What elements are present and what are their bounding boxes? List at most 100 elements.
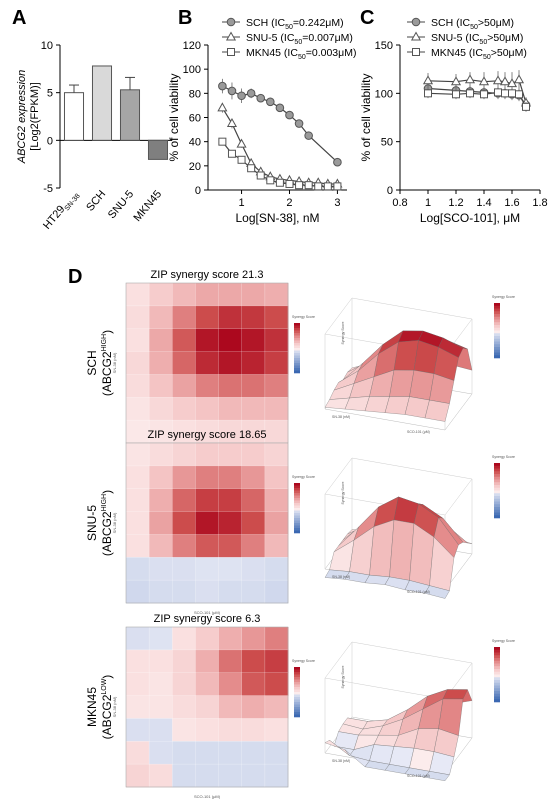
legend-label: SNU-5 (IC50>50μM) — [431, 32, 523, 46]
data-point — [285, 110, 294, 120]
data-point — [227, 149, 236, 158]
surface-facet — [424, 585, 450, 599]
panel-letter-a: A — [12, 7, 26, 29]
heatmap-cell — [241, 374, 266, 398]
heatmap-cell — [241, 420, 266, 444]
y-tick-label: 120 — [183, 40, 201, 52]
surface-colorbar-title: Synergy Score — [492, 295, 515, 299]
row-sublabel: (ABCG2LOW) — [100, 675, 114, 740]
colorbar-segment — [294, 323, 300, 326]
colorbar-segment — [294, 697, 300, 700]
heatmap-title: ZIP synergy score 21.3 — [151, 269, 264, 281]
heatmap-cell — [126, 557, 150, 581]
panel-letter-c: C — [360, 7, 374, 29]
heatmap-cell — [126, 305, 150, 330]
surface-colorbar-segment — [494, 649, 500, 653]
heatmap-cell — [195, 374, 220, 398]
colorbar-title: Synergy Score — [292, 659, 315, 663]
heatmap-cell — [149, 741, 173, 765]
heatmap-cell — [149, 443, 173, 467]
surface-colorbar-segment — [494, 316, 500, 320]
heatmap-cell — [218, 534, 243, 558]
surface-colorbar-segment — [494, 471, 500, 475]
y-tick-label: 20 — [189, 161, 201, 173]
colorbar-segment — [294, 370, 300, 374]
heatmap-cell — [218, 488, 243, 513]
data-point — [226, 118, 238, 128]
surface-colorbar-segment — [494, 311, 500, 315]
colorbar-segment — [294, 358, 300, 361]
colorbar-segment — [294, 485, 300, 489]
heatmap-cell — [264, 374, 289, 398]
data-point — [506, 78, 518, 88]
data-point — [304, 131, 313, 140]
surface-colorbar-segment — [494, 319, 500, 323]
colorbar-segment — [294, 714, 300, 718]
heatmap-cell — [126, 374, 150, 398]
colorbar-segment — [294, 338, 300, 341]
x-tick-label: 3 — [334, 197, 340, 209]
heatmap-cell — [149, 283, 173, 307]
colorbar-segment — [294, 689, 300, 693]
heatmap-cell — [149, 695, 173, 719]
surface-z-label: Synergy Score — [341, 481, 345, 504]
data-point — [333, 157, 342, 167]
heatmap-cell — [149, 557, 173, 581]
heatmap-cell — [264, 420, 289, 444]
heatmap-cell — [195, 741, 220, 765]
heatmap-cell — [264, 627, 289, 651]
heatmap-cell — [218, 649, 243, 674]
colorbar-segment — [294, 712, 300, 715]
surface-colorbar-segment — [494, 338, 500, 342]
heatmap-cell — [149, 649, 173, 674]
data-point — [480, 90, 488, 99]
y-tick-label: 40 — [189, 137, 201, 149]
surface-colorbar-segment — [494, 336, 500, 340]
heatmap-cell — [264, 443, 289, 467]
colorbar-segment — [294, 699, 300, 703]
heatmap-cell — [172, 557, 196, 581]
colorbar-segment — [294, 345, 300, 349]
colorbar-segment — [294, 488, 300, 491]
heatmap-cell — [195, 397, 220, 421]
data-point — [304, 181, 313, 190]
heatmap-cell — [195, 557, 220, 581]
heatmap-cell — [126, 534, 150, 558]
colorbar-segment — [294, 707, 300, 710]
surface-colorbar-segment — [494, 647, 500, 651]
panel-d-synergy-maps: ZIP synergy score 21.3 SCO-101 (μM) SN-38 … — [85, 269, 515, 799]
colorbar-segment — [294, 694, 300, 698]
heatmap-cell — [126, 351, 150, 375]
surface-colorbar-segment — [494, 485, 500, 489]
heatmap-cell — [126, 741, 150, 765]
colorbar-segment — [294, 348, 300, 351]
surface-colorbar-segment — [494, 666, 500, 670]
heatmap-cell — [241, 488, 266, 513]
colorbar-segment — [294, 709, 300, 713]
colorbar-segment — [294, 672, 300, 675]
heatmap-cell — [218, 672, 243, 697]
heatmap-cell — [195, 420, 220, 444]
heatmap-cell — [172, 374, 196, 398]
surface-colorbar-segment — [494, 487, 500, 491]
colorbar-title: Synergy Score — [292, 475, 315, 479]
bar — [63, 92, 85, 141]
x-tick-label: 1.2 — [448, 197, 463, 209]
heatmap-cell — [149, 718, 173, 742]
surface-colorbar-segment — [494, 674, 500, 678]
heatmap-cell — [126, 420, 150, 444]
heatmap-cell — [241, 649, 266, 674]
data-point — [464, 74, 476, 84]
heatmap-cell — [172, 511, 196, 535]
y-axis-label: ABCG2 expression[Log2(FPKM)] — [16, 70, 41, 165]
surface-colorbar-segment — [494, 355, 500, 359]
data-point — [218, 81, 227, 91]
surface-colorbar-segment — [494, 476, 500, 480]
heatmap-cell — [149, 374, 173, 398]
heatmap-cell — [172, 672, 196, 697]
heatmap-cell — [264, 283, 289, 307]
data-point — [266, 176, 275, 185]
heatmap-cell — [172, 627, 196, 651]
colorbar-segment — [294, 667, 300, 670]
colorbar-segment — [294, 483, 300, 486]
